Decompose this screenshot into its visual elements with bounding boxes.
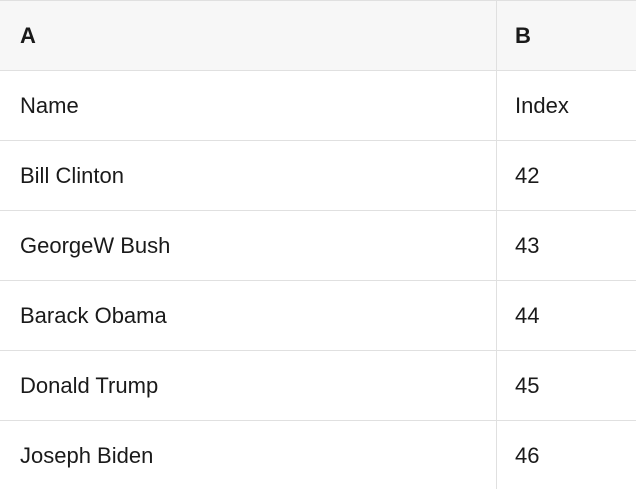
cell-b5-45[interactable]: 45 <box>515 372 540 398</box>
table-row: Bill Clinton 42 <box>0 141 636 211</box>
cell-a5-donald-trump[interactable]: Donald Trump <box>0 351 497 420</box>
cell-a3-georgew-bush[interactable]: GeorgeW Bush <box>0 211 497 280</box>
column-header-b[interactable]: B <box>515 22 531 48</box>
table-row: Joseph Biden 46 <box>0 421 636 489</box>
table-row: Barack Obama 44 <box>0 281 636 351</box>
table-row: Donald Trump 45 <box>0 351 636 421</box>
cell-b6-46[interactable]: 46 <box>515 442 540 468</box>
table-row: Name Index <box>0 71 636 141</box>
column-header-a[interactable]: A <box>0 1 497 70</box>
column-header-row: A B <box>0 1 636 71</box>
cell-b3-43[interactable]: 43 <box>515 232 540 258</box>
cell-b1-index[interactable]: Index <box>515 92 569 118</box>
cell-b4-44[interactable]: 44 <box>515 302 540 328</box>
table-row: GeorgeW Bush 43 <box>0 211 636 281</box>
cell-a1-name[interactable]: Name <box>0 71 497 140</box>
cell-a2-bill-clinton[interactable]: Bill Clinton <box>0 141 497 210</box>
cell-a6-joseph-biden[interactable]: Joseph Biden <box>0 421 497 489</box>
cell-b2-42[interactable]: 42 <box>515 162 540 188</box>
cell-a4-barack-obama[interactable]: Barack Obama <box>0 281 497 350</box>
